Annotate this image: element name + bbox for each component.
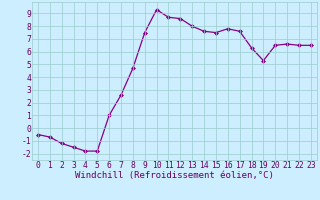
X-axis label: Windchill (Refroidissement éolien,°C): Windchill (Refroidissement éolien,°C) [75,171,274,180]
